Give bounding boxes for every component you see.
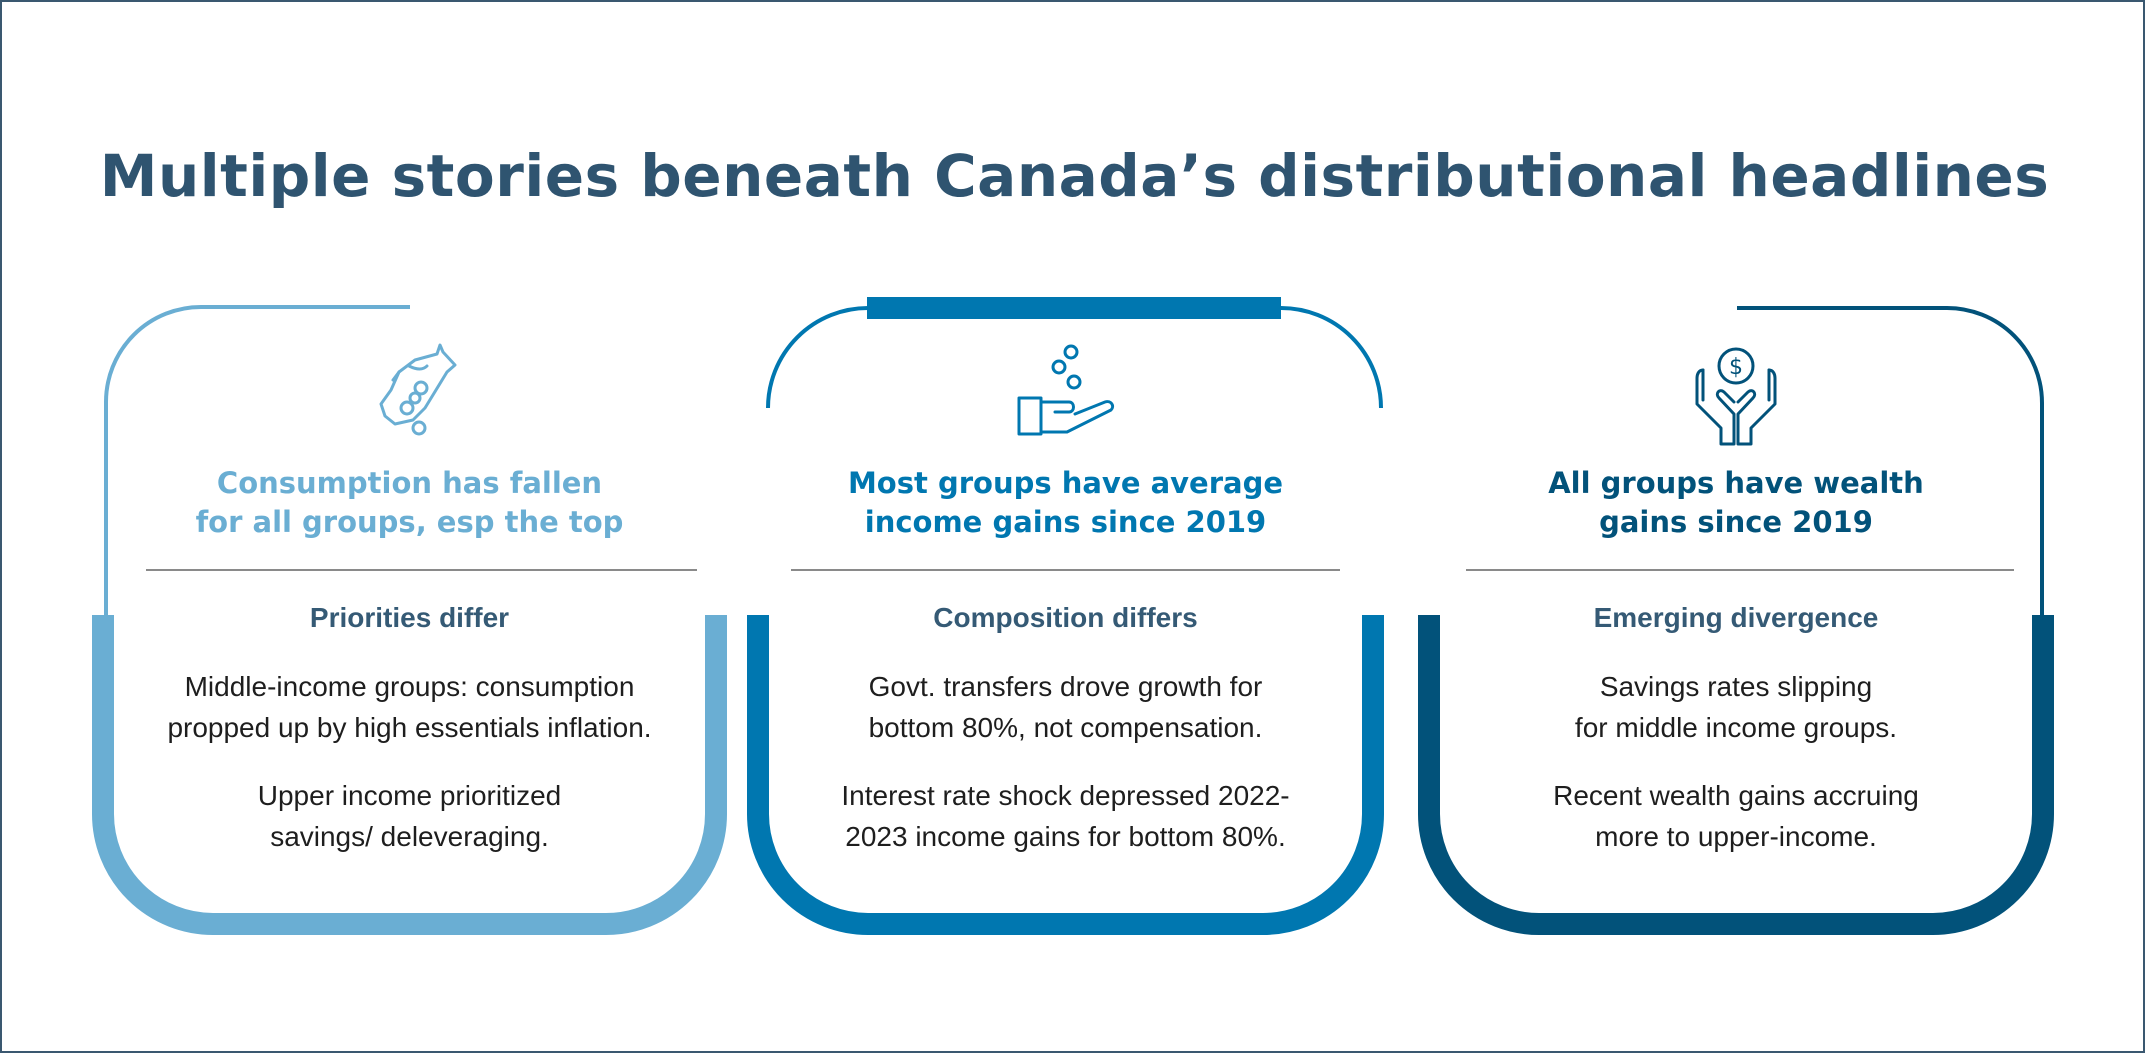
card-subheading: Priorities differ	[309, 602, 510, 633]
text-line: Savings rates slipping	[1599, 671, 1873, 702]
hands-holding-dollar-icon: $	[1695, 347, 1777, 446]
headline-line: Most groups have average	[847, 466, 1284, 500]
hand-receiving-coins-icon	[1017, 344, 1114, 436]
card-income: Most groups have average income gains si…	[747, 332, 1384, 912]
card-subheading: Emerging divergence	[1593, 602, 1879, 633]
card-2-frame	[747, 297, 1384, 935]
text-line: savings/ deleveraging.	[270, 821, 549, 852]
headline-line: gains since 2019	[1599, 505, 1873, 539]
text-line: Govt. transfers drove growth for	[868, 671, 1263, 702]
card-wealth: $ All groups have wealth gains since 201…	[1418, 332, 2054, 912]
divider	[1466, 569, 2014, 571]
headline-line: income gains since 2019	[864, 505, 1267, 539]
card-paragraph: Govt. transfers drove growth for bottom …	[747, 666, 1384, 748]
hand-dropping-coins-icon	[379, 343, 456, 436]
text-line: Interest rate shock depressed 2022-	[841, 780, 1290, 811]
card-consumption: Consumption has fallen for all groups, e…	[92, 332, 727, 912]
divider	[146, 569, 697, 571]
card-paragraph: Interest rate shock depressed 2022- 2023…	[747, 775, 1384, 857]
text-line: bottom 80%, not compensation.	[868, 712, 1263, 743]
text-line: Upper income prioritized	[257, 780, 562, 811]
text-line: 2023 income gains for bottom 80%.	[845, 821, 1286, 852]
headline-line: All groups have wealth	[1548, 466, 1924, 500]
page-title: Multiple stories beneath Canada’s distri…	[99, 142, 2050, 210]
card-3-frame	[1418, 306, 2054, 935]
card-headline: Consumption has fallen for all groups, e…	[92, 464, 727, 542]
text-line: Middle-income groups: consumption	[184, 671, 635, 702]
text-line: Recent wealth gains accruing	[1553, 780, 1919, 811]
card-headline: All groups have wealth gains since 2019	[1418, 464, 2054, 542]
card-paragraph: Middle-income groups: consumption proppe…	[92, 666, 727, 748]
card-headline: Most groups have average income gains si…	[747, 464, 1384, 542]
card-paragraph: Recent wealth gains accruing more to upp…	[1418, 775, 2054, 857]
divider	[791, 569, 1340, 571]
text-line: for middle income groups.	[1574, 712, 1898, 743]
svg-text:$: $	[1729, 355, 1743, 380]
text-line: more to upper-income.	[1595, 821, 1877, 852]
card-paragraph: Savings rates slipping for middle income…	[1418, 666, 2054, 748]
text-line: propped up by high essentials inflation.	[167, 712, 652, 743]
card-paragraph: Upper income prioritized savings/ deleve…	[92, 775, 727, 857]
card-subheading: Composition differs	[933, 602, 1198, 633]
headline-line: Consumption has fallen	[216, 466, 603, 500]
headline-line: for all groups, esp the top	[195, 505, 624, 539]
card-1-frame	[92, 305, 727, 935]
